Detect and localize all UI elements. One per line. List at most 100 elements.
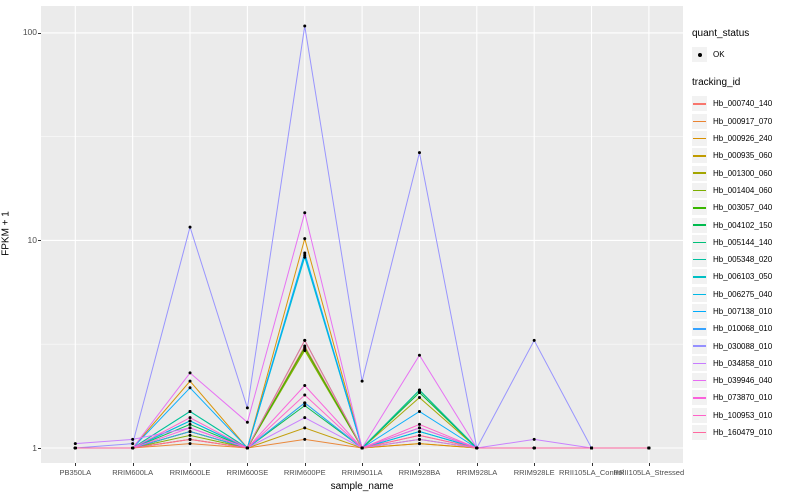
data-point <box>417 388 421 392</box>
line-swatch-icon <box>693 241 706 244</box>
y-axis-title: FPKM + 1 <box>0 211 12 256</box>
legend-color-key <box>692 113 707 129</box>
x-tick-mark <box>476 463 478 466</box>
data-point <box>532 437 536 441</box>
data-point <box>131 442 135 446</box>
line-swatch-icon <box>693 431 706 434</box>
line-swatch-icon <box>693 414 706 417</box>
x-tick-label: RRII105LA_Control <box>559 468 625 477</box>
data-point <box>417 430 421 434</box>
legend-entry-label: Hb_000917_070 <box>713 116 773 126</box>
line-swatch-icon <box>693 276 706 278</box>
data-point <box>188 379 192 383</box>
data-point <box>188 430 192 434</box>
legend-color-key <box>692 252 707 268</box>
data-point <box>590 446 594 450</box>
legend-entry-label: Hb_039946_040 <box>713 376 773 386</box>
y-tick-label: 1 <box>32 442 37 453</box>
quant-status-legend-title: quant_status <box>692 28 750 39</box>
data-point <box>417 422 421 426</box>
data-point <box>303 404 307 408</box>
plot-area <box>41 6 683 463</box>
data-point <box>303 338 307 342</box>
legend-color-key <box>692 286 707 302</box>
data-point <box>303 211 307 215</box>
x-tick-label: RRII105LA_Stressed <box>613 468 685 477</box>
legend: quant_status OK tracking_id Hb_000740_14… <box>692 28 798 455</box>
legend-entry: Hb_100953_010 <box>692 407 798 424</box>
data-point <box>417 433 421 437</box>
legend-entry-label: Hb_100953_010 <box>713 410 773 420</box>
data-point <box>73 446 77 450</box>
x-tick-mark <box>190 463 192 466</box>
x-tick-label: RRIM928LA <box>456 468 498 477</box>
data-point <box>303 384 307 388</box>
line-swatch-icon <box>693 379 706 382</box>
legend-entry-label: Hb_007138_010 <box>713 307 773 316</box>
data-point <box>188 422 192 426</box>
legend-entry-label: Hb_160479_010 <box>713 428 773 438</box>
data-point <box>188 371 192 375</box>
legend-color-key <box>692 425 707 441</box>
data-point <box>188 433 192 437</box>
line-swatch-icon <box>693 362 706 365</box>
legend-entry: Hb_005348_020 <box>692 251 798 268</box>
legend-entry: Hb_005144_140 <box>692 234 798 251</box>
legend-entry: Hb_160479_010 <box>692 424 798 441</box>
x-tick-label: RRIM928BA <box>398 468 441 477</box>
data-point <box>188 426 192 430</box>
data-point <box>303 255 307 259</box>
legend-entry: Hb_073870_010 <box>692 389 798 406</box>
legend-entry-label: Hb_000926_240 <box>713 134 773 144</box>
data-point <box>245 420 249 424</box>
y-tick-mark <box>38 448 41 449</box>
data-point <box>188 437 192 441</box>
legend-color-key <box>692 234 707 250</box>
legend-entry-label: Hb_005144_140 <box>713 237 773 247</box>
tracking-id-legend-title: tracking_id <box>692 77 741 89</box>
y-tick-mark <box>38 240 41 242</box>
legend-color-key <box>692 355 707 371</box>
data-point <box>188 442 192 446</box>
line-swatch-icon <box>693 189 706 192</box>
data-point <box>360 446 364 450</box>
y-tick-label: 100 <box>22 27 37 38</box>
legend-entry: Hb_000740_140 <box>692 95 798 112</box>
data-point <box>303 437 307 441</box>
legend-entry: Hb_006275_040 <box>692 286 798 303</box>
data-point <box>417 437 421 441</box>
x-tick-mark <box>534 463 536 466</box>
line-swatch-icon <box>693 345 706 347</box>
data-point <box>188 409 192 413</box>
legend-entry-label: Hb_034858_010 <box>713 358 773 368</box>
line-swatch-icon <box>693 310 706 313</box>
legend-color-key <box>692 269 707 285</box>
data-point <box>245 406 249 410</box>
x-tick-label: RRIM600SE <box>226 468 269 477</box>
line-swatch-icon <box>693 155 706 157</box>
y-tick-label: 10 <box>27 234 37 245</box>
x-tick-label: RRIM901LA <box>341 468 383 477</box>
legend-color-key <box>692 407 707 423</box>
legend-entry-label: Hb_000740_140 <box>713 99 773 109</box>
data-point <box>417 426 421 430</box>
legend-entry: Hb_000935_060 <box>692 147 798 164</box>
x-tick-mark <box>648 463 650 466</box>
data-point <box>188 416 192 420</box>
data-point <box>131 437 135 441</box>
tracking-id-legend: tracking_id Hb_000740_140 Hb_000917_070 Hb… <box>692 77 798 441</box>
legend-entry-label: Hb_073870_010 <box>713 393 773 403</box>
legend-entry: Hb_010068_010 <box>692 320 798 337</box>
data-point <box>532 338 536 342</box>
x-tick-mark <box>132 463 134 466</box>
legend-color-key <box>692 321 707 337</box>
x-tick-label: RRIM928LE <box>513 468 555 477</box>
line-swatch-icon <box>693 293 706 295</box>
x-tick-mark <box>362 463 364 466</box>
legend-color-key <box>692 338 707 354</box>
legend-entry: Hb_034858_010 <box>692 355 798 372</box>
plot-panel <box>41 6 683 463</box>
legend-color-key <box>692 373 707 389</box>
legend-entry: Hb_039946_040 <box>692 372 798 389</box>
